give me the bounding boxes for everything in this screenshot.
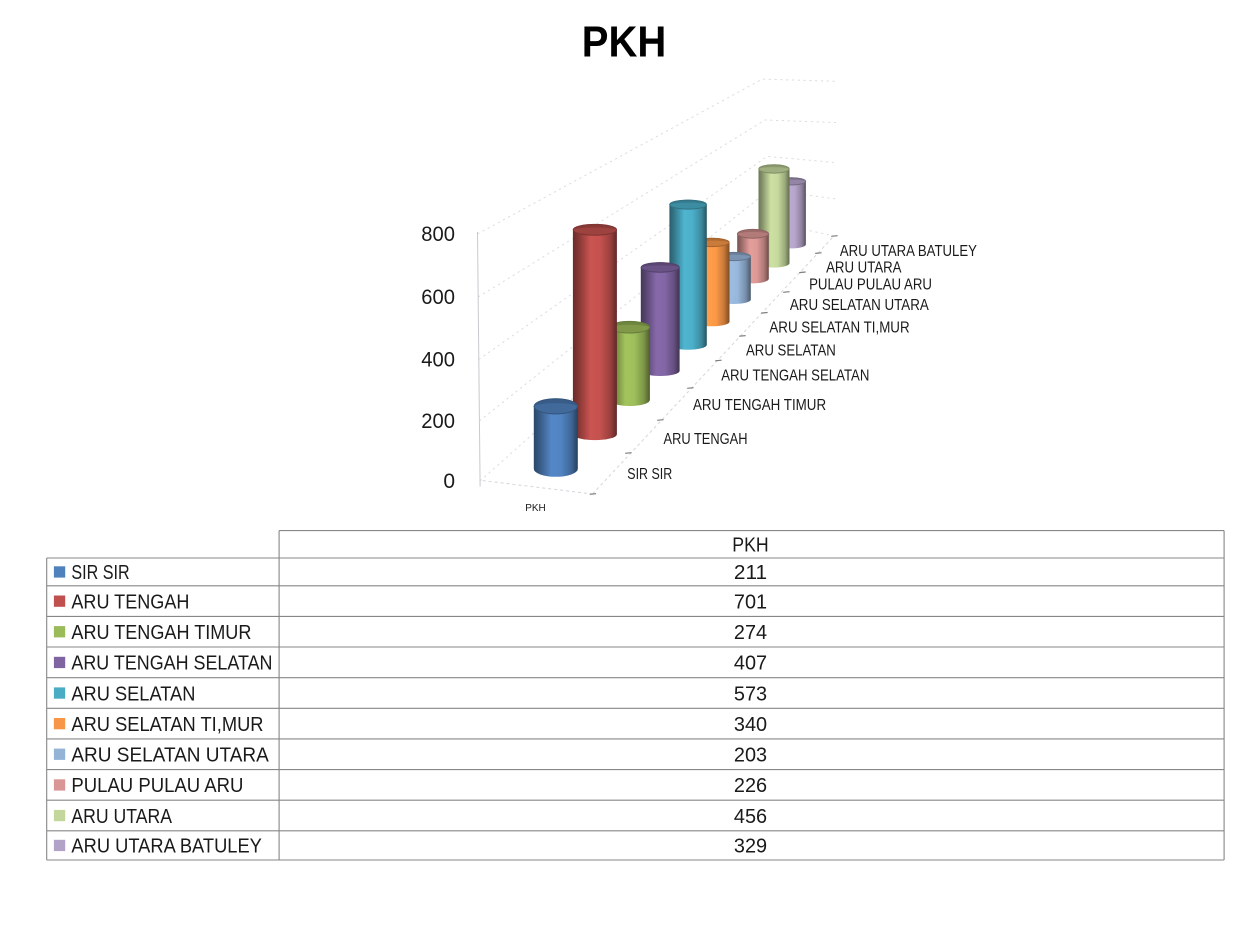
svg-text:ARU SELATAN TI,MUR: ARU SELATAN TI,MUR [769, 319, 909, 336]
svg-text:PULAU PULAU ARU: PULAU PULAU ARU [71, 774, 243, 797]
svg-text:800: 800 [421, 223, 455, 246]
svg-text:329: 329 [734, 835, 767, 858]
svg-text:211: 211 [734, 561, 767, 584]
svg-text:ARU SELATAN TI,MUR: ARU SELATAN TI,MUR [71, 713, 263, 736]
svg-text:407: 407 [734, 652, 767, 675]
svg-text:200: 200 [421, 410, 455, 433]
svg-text:PKH: PKH [582, 19, 667, 67]
svg-text:SIR SIR: SIR SIR [71, 561, 129, 584]
svg-text:ARU SELATAN: ARU SELATAN [71, 682, 195, 705]
svg-text:701: 701 [734, 590, 767, 613]
svg-text:ARU TENGAH SELATAN: ARU TENGAH SELATAN [721, 367, 869, 384]
svg-text:ARU UTARA BATULEY: ARU UTARA BATULEY [840, 243, 977, 260]
svg-text:ARU UTARA: ARU UTARA [826, 259, 902, 276]
svg-text:226: 226 [734, 774, 767, 797]
svg-text:573: 573 [734, 682, 767, 705]
svg-text:ARU TENGAH: ARU TENGAH [664, 431, 748, 448]
svg-text:ARU UTARA BATULEY: ARU UTARA BATULEY [71, 835, 262, 858]
svg-text:ARU TENGAH TIMUR: ARU TENGAH TIMUR [693, 397, 826, 414]
svg-text:600: 600 [421, 286, 455, 309]
svg-text:ARU SELATAN: ARU SELATAN [746, 343, 836, 360]
svg-text:ARU TENGAH TIMUR: ARU TENGAH TIMUR [71, 621, 251, 644]
svg-text:203: 203 [734, 744, 767, 767]
svg-text:340: 340 [734, 713, 767, 736]
svg-text:ARU SELATAN UTARA: ARU SELATAN UTARA [71, 744, 269, 767]
svg-text:PULAU PULAU ARU: PULAU PULAU ARU [809, 276, 932, 293]
svg-text:400: 400 [421, 349, 455, 372]
svg-text:274: 274 [734, 621, 767, 644]
svg-text:0: 0 [443, 470, 455, 493]
svg-text:ARU TENGAH: ARU TENGAH [71, 590, 189, 613]
svg-text:ARU UTARA: ARU UTARA [71, 805, 172, 828]
svg-text:456: 456 [734, 805, 767, 828]
svg-text:PKH: PKH [525, 502, 546, 514]
svg-text:PKH: PKH [732, 534, 768, 557]
svg-text:SIR SIR: SIR SIR [627, 466, 672, 483]
svg-text:ARU TENGAH SELATAN: ARU TENGAH SELATAN [71, 652, 272, 675]
svg-text:ARU SELATAN UTARA: ARU SELATAN UTARA [790, 297, 929, 314]
